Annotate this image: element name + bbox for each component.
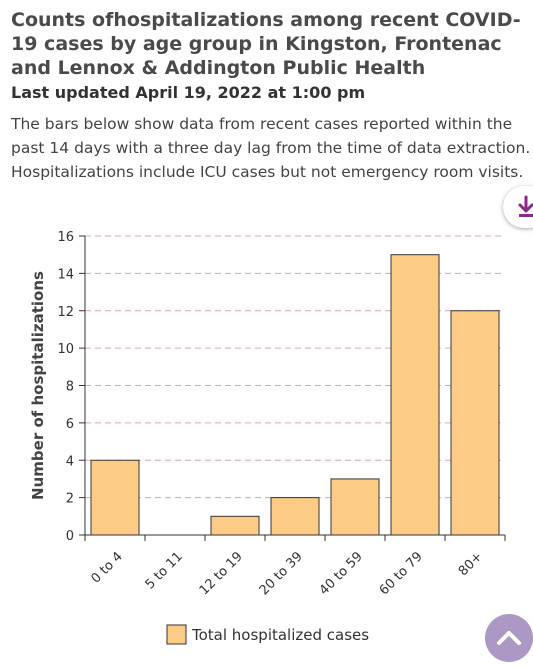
legend-swatch: [167, 625, 186, 644]
legend-label: Total hospitalized cases: [191, 626, 369, 644]
chart-description: The bars below show data from recent cas…: [11, 112, 531, 184]
hospitalizations-bar-chart: 0 2 4 6 8 10 12 14 16 0 to 4 5 to 11 12 to 19 20 to…: [0, 220, 533, 660]
y-tick-label: 2: [66, 492, 74, 507]
bar-80plus[interactable]: [451, 311, 499, 535]
bar-60-to-79[interactable]: [391, 255, 439, 535]
legend[interactable]: Total hospitalized cases: [167, 625, 369, 644]
x-tick-label: 20 to 39: [257, 549, 306, 598]
grid-lines: [85, 236, 505, 498]
y-tick-label: 6: [66, 417, 74, 432]
x-tick-label: 40 to 59: [317, 549, 366, 598]
y-tick-label: 8: [66, 380, 74, 395]
scroll-top-button[interactable]: [485, 614, 533, 662]
chevron-up-icon: [485, 614, 533, 662]
y-tick-label: 14: [57, 267, 74, 282]
bar-0-to-4[interactable]: [91, 460, 139, 535]
y-axis-label: Number of hospitalizations: [29, 271, 47, 500]
y-tick-label: 16: [57, 230, 74, 245]
y-tick-label: 0: [66, 529, 74, 544]
y-axis-ticks: 0 2 4 6 8 10 12 14 16: [57, 230, 85, 544]
chart-title: Counts ofhospitalizations among recent C…: [11, 8, 526, 80]
y-tick-label: 4: [66, 454, 74, 469]
y-tick-label: 12: [57, 305, 74, 320]
x-tick-label: 80+: [456, 549, 486, 579]
bar-40-to-59[interactable]: [331, 479, 379, 535]
bar-20-to-39[interactable]: [271, 498, 319, 535]
bar-12-to-19[interactable]: [211, 516, 259, 535]
bars: [91, 255, 499, 535]
x-axis-ticks: 0 to 4 5 to 11 12 to 19 20 to 39 40 to 59 60 …: [85, 535, 505, 598]
x-tick-label: 60 to 79: [377, 549, 426, 598]
x-tick-label: 5 to 11: [143, 549, 186, 592]
y-tick-label: 10: [57, 342, 74, 357]
x-tick-label: 0 to 4: [88, 549, 125, 586]
x-tick-label: 12 to 19: [197, 549, 246, 598]
last-updated: Last updated April 19, 2022 at 1:00 pm: [11, 82, 526, 104]
